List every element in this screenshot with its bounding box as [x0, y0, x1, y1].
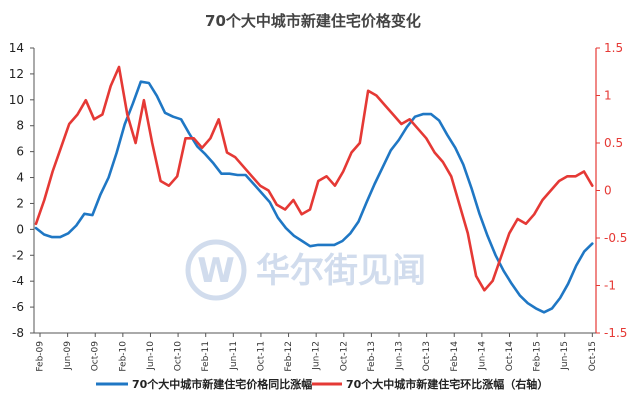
x-axis: Feb-09 Jun-09 Oct-09 Feb-10 Jun-10 Oct-10 Feb-…	[36, 333, 598, 372]
x-tick-label: Jun-13	[395, 341, 405, 371]
left-tick-label: 14	[9, 41, 24, 55]
x-tick-label: Feb-10	[118, 341, 128, 372]
legend-label-mom-close: ）	[537, 378, 548, 391]
right-tick-label: -0.5	[604, 231, 627, 245]
x-tick-label: Oct-15	[588, 341, 598, 371]
left-tick-label: 8	[16, 119, 24, 133]
right-tick-label: 1.5	[604, 41, 623, 55]
x-tick-label: Feb-11	[201, 341, 211, 372]
legend-label-mom-open: （	[504, 378, 515, 391]
watermark-logo-letter: W	[197, 251, 235, 291]
x-tick-label: Feb-12	[284, 341, 294, 372]
x-tick-label: Jun-14	[477, 341, 487, 371]
left-tick-label: -6	[12, 300, 24, 314]
x-tick-label: Jun-12	[312, 341, 322, 371]
legend-label-mom-axis: 右轴	[514, 377, 537, 391]
x-tick-label: Feb-09	[36, 341, 46, 372]
x-tick-label: Jun-10	[146, 341, 156, 371]
watermark-text: 华尔街见闻	[256, 251, 426, 291]
x-tick-label: Jun-09	[63, 341, 73, 371]
watermark: W 华尔街见闻	[185, 239, 426, 301]
left-y-axis: -8 -6 -4 -2 0 2 4 6 8 10 12 14	[9, 41, 34, 340]
legend-label-yoy: 70个大中城市新建住宅价格同比涨幅	[132, 377, 312, 391]
left-tick-label: -4	[12, 274, 24, 288]
left-tick-label: 2	[16, 196, 24, 210]
right-tick-label: 0	[604, 184, 612, 198]
x-tick-label: Oct-11	[256, 341, 266, 371]
x-tick-label: Oct-09	[91, 341, 101, 372]
left-tick-label: 4	[16, 171, 24, 185]
series-layer	[34, 65, 594, 314]
left-tick-label: 6	[16, 145, 24, 159]
x-tick-label: Feb-15	[533, 341, 543, 372]
legend: 70个大中城市新建住宅价格同比涨幅 70个大中城市新建住宅环比涨幅（右轴）	[96, 377, 548, 391]
legend-label-mom-name: 70个大中城市新建住宅环比涨幅	[346, 377, 504, 391]
right-tick-label: -1.5	[604, 326, 627, 340]
x-tick-label: Jun-15	[560, 341, 570, 371]
chart-title: 70个大中城市新建住宅价格变化	[205, 12, 421, 30]
right-tick-label: 1	[604, 89, 612, 103]
left-tick-label: 10	[9, 93, 24, 107]
right-y-axis: -1.5 -1 -0.5 0 0.5 1 1.5	[596, 41, 627, 340]
x-tick-label: Oct-14	[505, 341, 515, 372]
x-tick-label: Oct-13	[422, 341, 432, 371]
x-tick-label: Jun-11	[229, 341, 239, 371]
x-tick-label: Feb-14	[450, 341, 460, 372]
left-tick-label: -2	[12, 248, 24, 262]
x-tick-label: Oct-12	[339, 341, 349, 371]
x-tick-label: Feb-13	[367, 341, 377, 372]
right-tick-label: -1	[604, 279, 616, 293]
left-tick-label: 0	[16, 222, 24, 236]
legend-label-mom: 70个大中城市新建住宅环比涨幅（右轴）	[346, 377, 548, 391]
x-tick-label: Oct-10	[174, 341, 184, 372]
right-tick-label: 0.5	[604, 136, 623, 150]
watermark-logo-icon	[185, 239, 247, 301]
series-line-mom	[34, 65, 594, 292]
left-tick-label: -8	[12, 326, 24, 340]
left-tick-label: 12	[9, 67, 24, 81]
